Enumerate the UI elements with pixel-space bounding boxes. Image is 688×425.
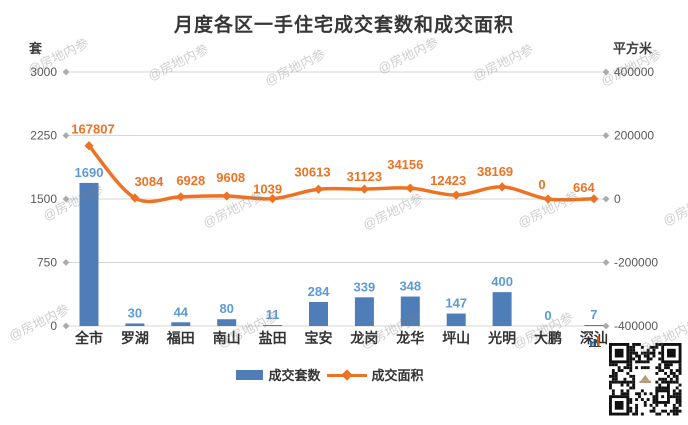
legend-item-bar-series: 成交套数 <box>236 365 321 384</box>
line-point-marker <box>222 191 232 201</box>
left-axis-tick-label: 3000 <box>30 65 57 79</box>
line-value-label: 1039 <box>253 182 282 197</box>
bar-value-label: 80 <box>219 301 233 316</box>
line-point-marker <box>84 141 94 151</box>
right-axis-tick-label: 400000 <box>614 65 654 79</box>
gridline-cap-diamond <box>602 322 610 330</box>
chart-title: 月度各区一手住宅成交套数和成交面积 <box>173 15 514 36</box>
line-point-marker <box>405 183 415 193</box>
bar-value-label: 400 <box>491 274 513 289</box>
right-axis-unit-label: 平方米 <box>613 41 653 56</box>
line-point-marker <box>359 184 369 194</box>
line-series-swatch <box>326 368 367 381</box>
qr-code <box>609 343 687 416</box>
left-axis-unit-label: 套 <box>29 41 43 56</box>
bar <box>446 313 466 326</box>
left-axis-tick-label: 2250 <box>30 129 57 143</box>
bar-value-label: 30 <box>128 305 142 320</box>
bar <box>217 319 237 326</box>
line-value-label: 12423 <box>430 173 466 188</box>
right-axis-tick-label: 0 <box>614 192 621 206</box>
bar-series-swatch <box>236 369 264 380</box>
bar-value-label: 348 <box>399 279 421 294</box>
right-axis-tick-label: 200000 <box>614 129 654 143</box>
category-label: 罗湖 <box>121 330 149 346</box>
right-axis-tick-label: -200000 <box>614 256 658 270</box>
gridline-cap-diamond <box>602 195 610 203</box>
line-value-label: 38169 <box>477 164 513 179</box>
gridline-cap-diamond <box>62 259 70 266</box>
category-label: 全市 <box>74 330 103 346</box>
category-label: 龙岗 <box>349 330 378 346</box>
gridline-cap-diamond <box>62 68 70 76</box>
line-value-label: 3084 <box>134 174 164 189</box>
bar-value-label: 0 <box>544 308 551 323</box>
line-value-label: 30613 <box>294 164 330 179</box>
right-axis-tick-label: -400000 <box>614 319 658 333</box>
category-label: 坪山 <box>442 330 470 346</box>
line-value-label: 34156 <box>387 157 423 172</box>
category-label: 光明 <box>487 330 516 346</box>
gridline-cap-diamond <box>602 68 610 76</box>
category-label: 龙华 <box>395 330 424 346</box>
bar <box>400 296 420 326</box>
line-point-marker <box>497 182 507 192</box>
mini-bar-chart-icon <box>589 336 601 347</box>
gridline-cap-diamond <box>62 322 70 330</box>
line-value-label: 664 <box>573 180 595 195</box>
category-label: 大鹏 <box>534 330 562 346</box>
bar <box>584 325 604 326</box>
line-series-legend-label: 成交面积 <box>371 368 424 383</box>
category-label: 深汕 <box>580 330 608 346</box>
left-axis-tick-label: 1500 <box>30 192 57 206</box>
bar-value-label: 339 <box>354 279 376 294</box>
bar <box>79 182 99 326</box>
line-value-label: 31123 <box>347 169 382 184</box>
line-value-label: 0 <box>538 177 545 192</box>
line-point-marker <box>589 194 599 204</box>
line-point-marker <box>130 193 140 203</box>
line-point-marker <box>543 194 553 204</box>
bar-value-label: 1690 <box>75 165 104 180</box>
bar <box>263 325 283 326</box>
line-value-label: 9608 <box>216 170 245 185</box>
line-point-marker <box>176 192 186 202</box>
bar-value-label: 7 <box>590 307 597 322</box>
chart-legend: 成交套数 成交面积 <box>0 365 674 384</box>
gridline-cap-diamond <box>62 195 70 203</box>
bar <box>309 301 328 326</box>
bar <box>171 322 191 326</box>
bar <box>354 297 374 326</box>
bar-value-label: 147 <box>445 296 467 311</box>
category-label: 南山 <box>213 330 241 346</box>
bar <box>492 292 512 326</box>
line-value-label: 167807 <box>71 122 114 137</box>
line-point-marker <box>313 184 324 194</box>
line-point-marker <box>451 190 461 200</box>
category-label: 宝安 <box>305 330 333 346</box>
gridline-cap-diamond <box>602 132 610 139</box>
legend-item-line-series: 成交面积 <box>326 365 424 384</box>
bar-value-label: 44 <box>174 304 189 319</box>
category-label: 福田 <box>166 330 195 346</box>
bar-value-label: 284 <box>308 284 330 299</box>
line-series-path <box>87 143 596 204</box>
left-axis-tick-label: 0 <box>50 319 57 333</box>
left-axis-tick-label: 750 <box>37 256 57 270</box>
gridline-cap-diamond <box>602 259 610 266</box>
bar-value-label: 11 <box>266 307 280 322</box>
gridline-cap-diamond <box>62 132 70 139</box>
bar-series-legend-label: 成交套数 <box>268 368 321 383</box>
line-point-marker <box>268 194 278 204</box>
category-label: 盐田 <box>259 330 287 346</box>
line-value-label: 6928 <box>176 173 205 188</box>
bar <box>125 323 145 326</box>
